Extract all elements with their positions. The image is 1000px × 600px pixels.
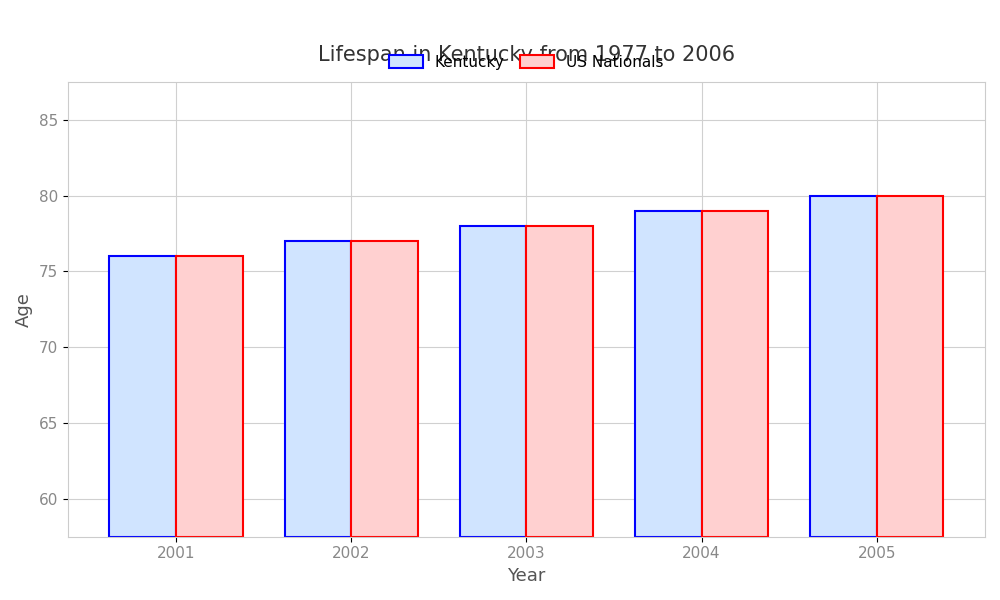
Bar	[176, 256, 243, 537]
Y-axis label: Age: Age	[15, 292, 33, 327]
Bar	[351, 241, 418, 537]
Title: Lifespan in Kentucky from 1977 to 2006: Lifespan in Kentucky from 1977 to 2006	[318, 45, 735, 65]
X-axis label: Year: Year	[507, 567, 546, 585]
Bar	[109, 256, 176, 537]
Legend: Kentucky, US Nationals: Kentucky, US Nationals	[383, 49, 670, 76]
Bar	[285, 241, 351, 537]
Bar	[460, 226, 526, 537]
Bar	[810, 196, 877, 537]
Bar	[877, 196, 943, 537]
Bar	[635, 211, 702, 537]
Bar	[526, 226, 593, 537]
Bar	[702, 211, 768, 537]
